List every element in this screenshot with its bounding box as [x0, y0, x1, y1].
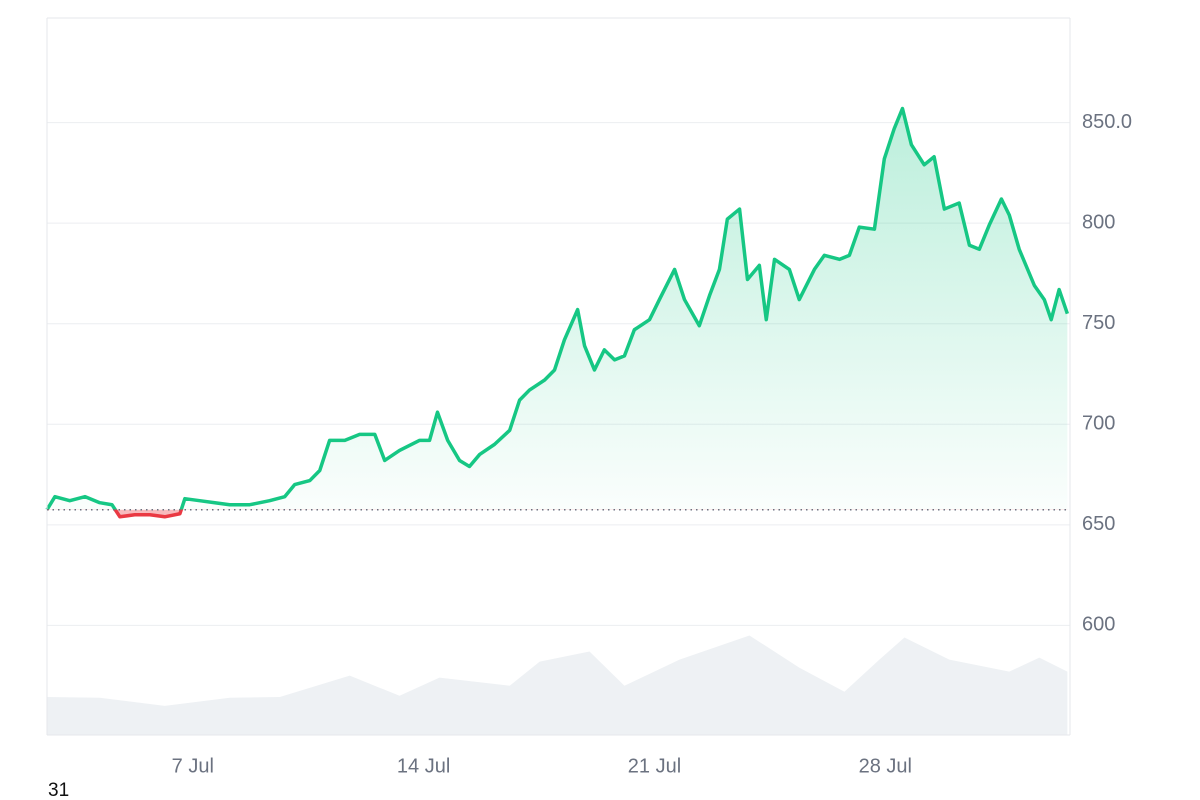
price-line [45, 106, 1070, 519]
footer-label: 31 [48, 780, 69, 800]
y-tick-label: 700 [1082, 413, 1115, 435]
y-tick-label: 850.0 [1082, 111, 1132, 133]
price-area [47, 108, 1068, 517]
volume-area [47, 635, 1068, 735]
y-tick-label: 650 [1082, 513, 1115, 535]
x-tick-label: 7 Jul [172, 755, 214, 777]
y-tick-label: 600 [1082, 614, 1115, 636]
x-tick-label: 21 Jul [628, 755, 681, 777]
x-tick-label: 28 Jul [859, 755, 912, 777]
x-tick-label: 14 Jul [397, 755, 450, 777]
y-tick-label: 800 [1082, 211, 1115, 233]
y-tick-label: 750 [1082, 312, 1115, 334]
